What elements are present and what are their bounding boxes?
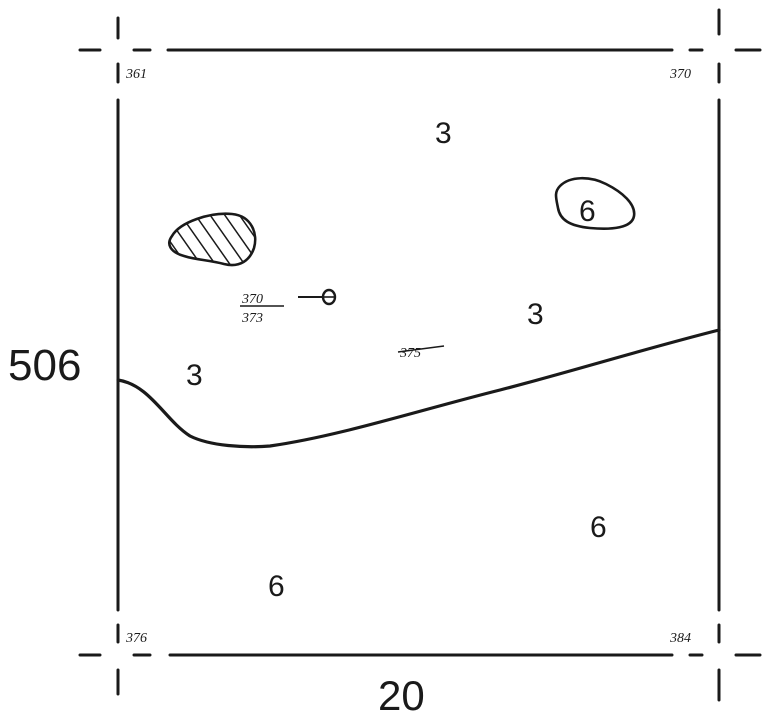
unit-boundary-line [116,328,721,449]
corner-elevation-top-right: 370 [669,67,691,82]
point-symbol [298,288,337,306]
unit-label-small-polygon: 6 [579,195,596,228]
spot-elevation-center: 375 [399,346,421,361]
corner-elevation-bottom-left: 376 [125,631,147,646]
map-frame [116,48,721,657]
corner-elevation-bottom-right: 384 [669,631,691,646]
point-elevation-denominator: 373 [241,311,263,326]
grid-crosses [78,8,762,702]
unit-label-left: 3 [186,359,203,392]
easting-label: 20 [378,672,425,718]
unit-label-lower-left: 6 [268,570,285,603]
point-elevation-numerator: 370 [241,292,263,307]
unit-label-mid-right: 3 [527,298,544,331]
unit-label-lower-right: 6 [590,511,607,544]
small-polygon [554,176,636,230]
unit-label-top-center: 3 [435,117,452,150]
corner-elevation-top-left: 361 [125,67,147,82]
hatched-polygon [168,212,257,267]
northing-label: 506 [8,341,81,390]
spot-underline [397,345,445,353]
